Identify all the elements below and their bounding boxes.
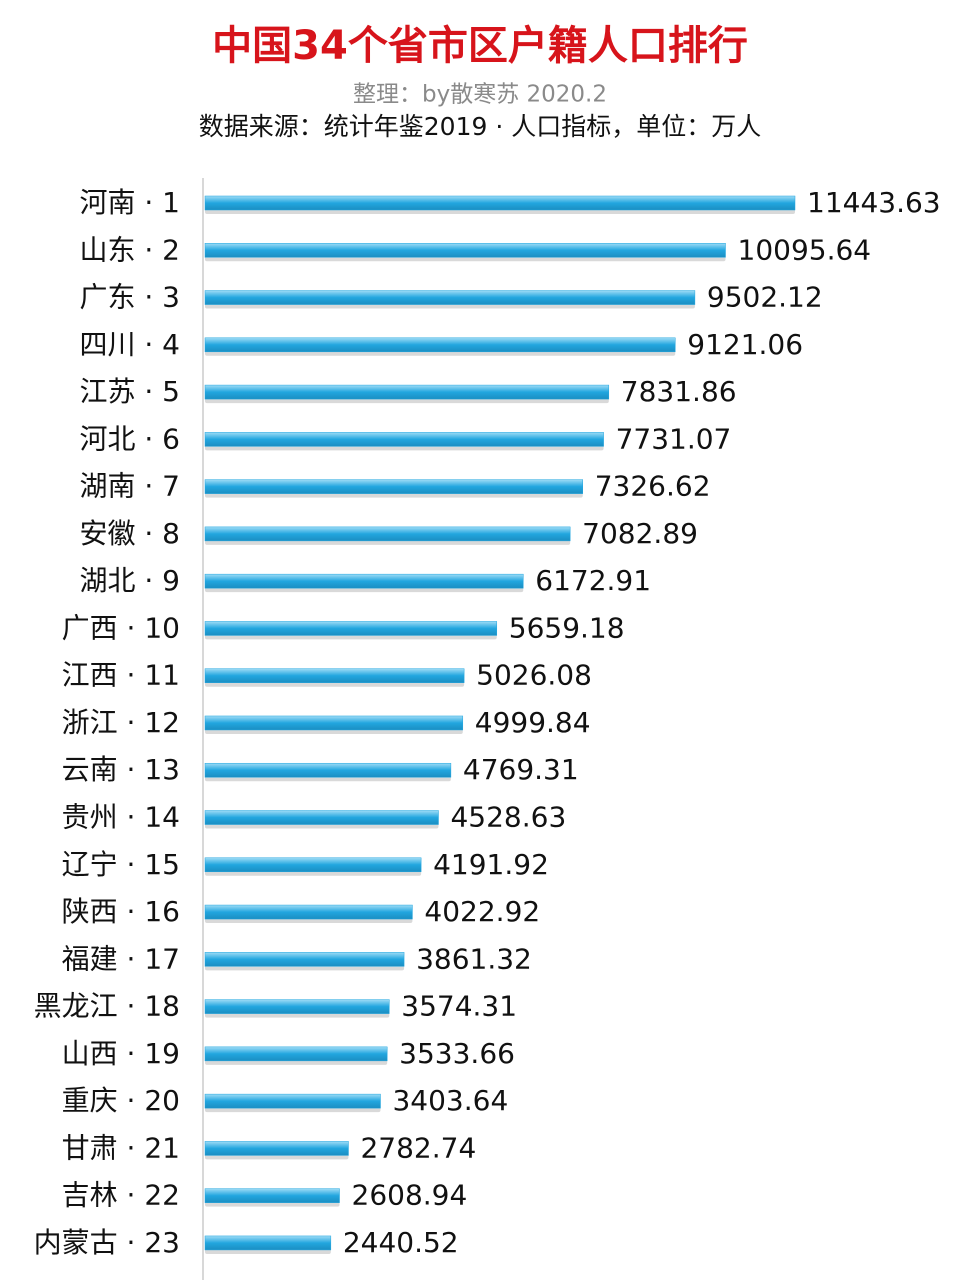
category-label: 安徽 · 8 xyxy=(79,517,180,550)
category-label: 四川 · 4 xyxy=(79,328,180,361)
chart-source: 数据来源：统计年鉴2019 · 人口指标，单位：万人 xyxy=(199,112,761,141)
value-label: 7082.89 xyxy=(582,517,698,550)
bar xyxy=(204,526,571,542)
bar xyxy=(204,715,464,731)
bar xyxy=(204,432,604,447)
category-label: 湖南 · 7 xyxy=(79,470,180,503)
bar xyxy=(204,1235,332,1251)
bar xyxy=(204,384,610,400)
category-label: 江西 · 11 xyxy=(62,659,180,692)
bar xyxy=(204,1188,340,1203)
bar xyxy=(204,1093,381,1109)
bar xyxy=(204,1141,349,1156)
value-label: 6172.91 xyxy=(535,564,651,597)
bar xyxy=(204,999,390,1014)
bar xyxy=(204,1046,388,1062)
value-label: 9121.06 xyxy=(687,328,803,361)
bar xyxy=(204,337,676,353)
category-label: 云南 · 13 xyxy=(62,753,180,786)
bar xyxy=(204,668,465,683)
category-label: 吉林 · 22 xyxy=(62,1179,180,1212)
value-label: 4769.31 xyxy=(463,753,579,786)
chart-title: 中国34个省市区户籍人口排行 xyxy=(212,23,748,69)
category-label: 广西 · 10 xyxy=(62,611,180,644)
value-label: 4191.92 xyxy=(433,848,549,881)
category-label: 江苏 · 5 xyxy=(79,375,180,408)
value-label: 3574.31 xyxy=(401,990,517,1023)
value-label: 2440.52 xyxy=(343,1226,459,1259)
category-label: 贵州 · 14 xyxy=(62,801,180,834)
bar xyxy=(204,762,452,778)
category-label: 湖北 · 9 xyxy=(79,564,180,597)
value-label: 9502.12 xyxy=(707,281,823,314)
category-label: 河北 · 6 xyxy=(79,422,180,455)
value-label: 2608.94 xyxy=(352,1179,468,1212)
category-label: 山东 · 2 xyxy=(79,233,180,266)
value-label: 5659.18 xyxy=(509,611,625,644)
value-label: 3403.64 xyxy=(392,1084,508,1117)
value-label: 5026.08 xyxy=(476,659,592,692)
category-label: 浙江 · 12 xyxy=(62,706,180,739)
bar xyxy=(204,857,422,873)
value-label: 7731.07 xyxy=(616,422,732,455)
bar xyxy=(204,290,696,305)
category-label: 内蒙古 · 23 xyxy=(34,1226,180,1259)
bar xyxy=(204,195,796,211)
value-label: 10095.64 xyxy=(738,233,872,266)
bar xyxy=(204,243,726,258)
value-label: 11443.63 xyxy=(807,186,941,219)
bar xyxy=(204,573,524,589)
value-label: 3861.32 xyxy=(416,942,532,975)
bar xyxy=(204,904,413,920)
value-label: 3533.66 xyxy=(399,1037,515,1070)
category-label: 黑龙江 · 18 xyxy=(34,990,180,1023)
value-label: 7831.86 xyxy=(621,375,737,408)
value-label: 7326.62 xyxy=(595,470,711,503)
category-label: 重庆 · 20 xyxy=(62,1084,180,1117)
value-label: 2782.74 xyxy=(360,1131,476,1164)
value-label: 4528.63 xyxy=(450,801,566,834)
bar xyxy=(204,479,583,494)
chart-subtitle: 整理：by散寒苏 2020.2 xyxy=(353,82,607,108)
category-label: 河南 · 1 xyxy=(79,186,180,219)
category-label: 甘肃 · 21 xyxy=(62,1131,180,1164)
category-label: 广东 · 3 xyxy=(79,281,180,314)
bar xyxy=(204,810,439,825)
category-label: 陕西 · 16 xyxy=(62,895,180,928)
category-label: 福建 · 17 xyxy=(62,942,180,975)
category-label: 山西 · 19 xyxy=(62,1037,180,1070)
value-label: 4022.92 xyxy=(424,895,540,928)
bar xyxy=(204,952,405,967)
value-label: 4999.84 xyxy=(475,706,591,739)
bar xyxy=(204,621,498,636)
category-label: 辽宁 · 15 xyxy=(62,848,180,881)
